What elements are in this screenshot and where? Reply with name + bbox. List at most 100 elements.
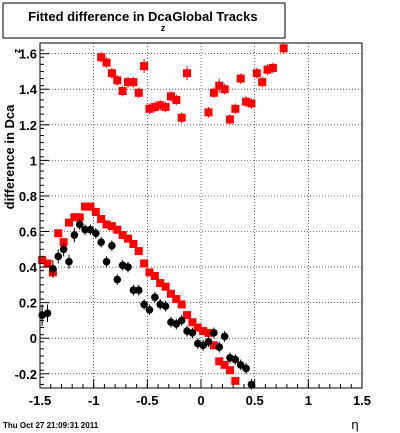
data-point-black [188,329,197,337]
data-point-black [124,263,132,271]
data-point-red [209,341,218,350]
x-tick-label: -0.5 [136,393,158,408]
data-point-black [70,231,79,239]
data-point-red [188,318,197,327]
y-tick-label: 1.6 [19,47,37,62]
data-point-red [215,357,224,366]
data-point-red [129,78,138,87]
data-point-red [156,279,165,288]
data-point-black [140,300,148,309]
data-point-red [225,366,234,375]
data-point-black [134,286,143,294]
data-point-red [54,229,63,238]
data-point-red [204,108,213,117]
data-point-red [118,87,127,96]
data-point-black [210,329,218,337]
title-suffix: Global Tracks [172,9,257,24]
data-point-black [54,252,63,261]
data-point-red [199,327,208,336]
data-point-red [161,103,170,112]
data-point-red [91,207,100,216]
data-point-black [247,380,256,389]
data-point-red [102,220,111,229]
data-point-black [220,332,229,341]
title-text: Fitted difference in Dca [28,9,173,24]
data-point-red [236,74,245,83]
data-point-red [172,295,181,304]
data-point-red [263,65,272,74]
data-point-red [231,376,240,385]
data-point-red [258,78,267,87]
data-point-black [113,275,122,284]
data-point-red [140,62,149,71]
x-tick-label: 1 [305,393,312,408]
data-point-black [75,220,84,229]
x-tick-label: 1.5 [353,393,371,408]
y-tick-label: 1.2 [19,118,37,133]
x-axis-label: η [351,417,358,432]
data-point-red [220,85,229,94]
y-tick-label: 1 [30,153,37,168]
data-point-red [215,81,224,90]
data-point-black [92,229,100,238]
data-point-red [209,88,218,97]
data-point-black [199,341,207,350]
data-point-black [108,241,116,250]
data-point-red [252,69,261,78]
y-tick-label: 0.6 [19,225,37,240]
data-point-red [172,95,181,104]
data-point-black [97,238,105,246]
data-point-black [49,265,57,273]
axes: -1.5 -1 -0.5 0 0.5 1 1.5 -0.2 0 0.2 0.4 0.6 0.8 1 1.2 1… [15,47,371,408]
data-point-red [107,69,116,78]
data-point-red [220,360,229,369]
data-point-red [134,88,143,97]
data-point-red [183,311,192,320]
data-point-red [156,101,165,110]
data-point-red [102,58,111,67]
data-point-black [151,293,159,302]
data-point-red [38,255,47,264]
data-point-red [97,53,106,62]
data-point-red [118,231,127,240]
data-point-red [247,99,256,108]
y-axis-label: difference in Dca [2,104,17,210]
data-point-black [231,355,240,364]
data-point-red [204,328,213,337]
data-point-red [150,103,159,112]
data-point-black [204,337,213,346]
data-point-red [97,215,106,224]
data-point-red [113,225,122,234]
data-point-red [177,300,186,309]
data-point-red [279,44,288,53]
data-point-black [215,343,224,351]
title-subscript: z [161,23,166,33]
data-point-red [183,69,192,78]
data-point-red [124,78,133,87]
x-tick-label: -1.5 [29,393,51,408]
data-point-red [140,259,149,268]
data-point-red [124,234,133,243]
timestamp: Thu Oct 27 21:09:31 2011 [3,421,99,430]
title-box: Fitted difference in Dca z Global Tracks [2,2,286,39]
data-point-black [129,286,138,294]
data-point-red [161,282,170,291]
data-point-red [268,63,277,72]
data-point-red [129,239,138,248]
data-point-black [172,320,181,328]
x-tick-label: 0 [197,393,204,408]
x-tick-label: 0.5 [246,393,264,408]
data-point-black [86,225,95,234]
data-point-red [81,202,90,211]
data-point-red [113,76,122,85]
data-point-black [242,364,250,373]
data-point-black [102,257,111,266]
y-tick-label: -0.2 [15,367,37,382]
y-tick-label: 0.4 [19,260,38,275]
data-point-red [134,247,143,256]
data-point-red [64,218,73,227]
x-tick-label: -1 [88,393,100,408]
data-point-red [43,259,52,268]
